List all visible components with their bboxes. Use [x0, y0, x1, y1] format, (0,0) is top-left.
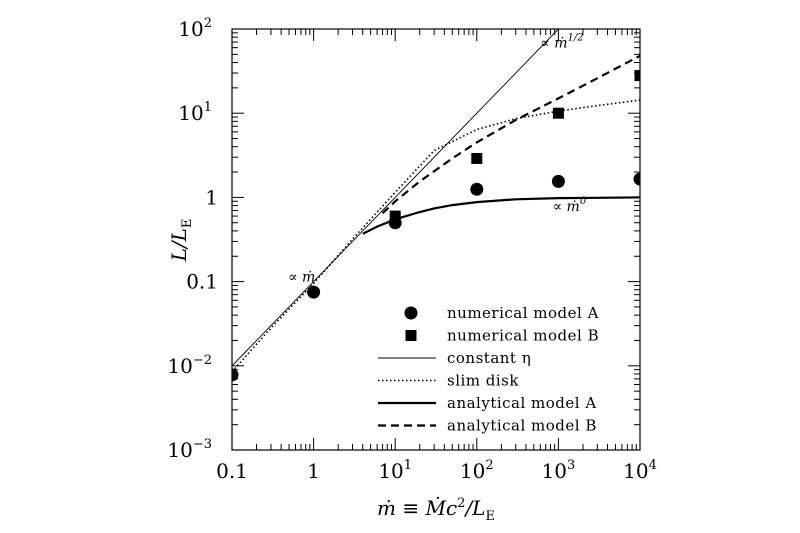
y-axis-title: L/LE	[167, 219, 195, 263]
x-tick-label: 103	[542, 458, 576, 483]
axis-tick-labels: 0.1 1 101 102 103 104 10−3 10−2 0.1 1 101 102	[167, 16, 656, 483]
legend-marker	[404, 306, 418, 320]
y-tick-label: 102	[178, 16, 212, 41]
series-numerical-model-a	[232, 172, 640, 382]
x-tick-label: 104	[623, 458, 657, 483]
data-point	[470, 182, 484, 196]
legend-item: slim disk	[378, 372, 519, 390]
legend-item: analytical model A	[378, 394, 597, 412]
series-analytical-model-a	[362, 196, 640, 235]
data-point	[389, 210, 401, 222]
series-line	[362, 196, 640, 235]
x-tick-label: 0.1	[216, 459, 248, 483]
series-line	[381, 54, 640, 214]
annotation-label: ∝ ṁ	[288, 270, 315, 286]
x-tick-label: 101	[378, 458, 412, 483]
legend-label: analytical model A	[447, 394, 597, 412]
series-line	[232, 29, 559, 367]
annotations: ∝ ṁ ∝ ṁ1/2 ∝ ṁ0	[288, 33, 587, 286]
series-analytical-model-b	[381, 54, 640, 214]
data-point	[471, 152, 483, 164]
x-axis-title-sup: 2	[457, 496, 465, 511]
legend-item: numerical model B	[405, 327, 599, 345]
series-line	[232, 99, 640, 373]
data-point	[232, 368, 239, 382]
legend: numerical model A numerical model B consta…	[378, 304, 599, 435]
legend-item: constant η	[378, 349, 531, 367]
x-tick-label: 1	[307, 459, 320, 483]
legend-marker	[405, 330, 417, 341]
y-tick-label: 1	[205, 185, 218, 209]
series-numerical-model-b	[389, 70, 640, 222]
plot-frame	[231, 28, 641, 451]
y-tick-label: 101	[178, 100, 212, 125]
data-point	[551, 174, 565, 188]
x-tick-label: 102	[460, 458, 494, 483]
y-tick-label: 10−3	[167, 437, 212, 462]
series-slim-disk	[232, 99, 640, 373]
y-axis-title-sub: E	[180, 219, 195, 229]
annotation-label: ∝ ṁ1/2	[540, 33, 583, 52]
y-axis-title-main: L/L	[167, 228, 191, 262]
data-point	[307, 285, 321, 299]
legend-item: analytical model B	[378, 417, 597, 435]
annotation-label: ∝ ṁ0	[553, 196, 587, 215]
data-series	[232, 29, 640, 382]
data-point	[633, 172, 640, 186]
series-constant-	[232, 29, 559, 367]
data-point	[634, 70, 640, 82]
x-axis-title: ṁ ≡ Ṁc2/LE	[377, 496, 495, 524]
y-tick-label: 10−2	[167, 353, 212, 378]
legend-label: numerical model B	[447, 327, 599, 345]
x-axis-title-sub: E	[485, 509, 495, 524]
data-point	[552, 107, 564, 119]
y-tick-label: 0.1	[186, 270, 218, 294]
axis-ticks	[231, 28, 641, 451]
legend-label: analytical model B	[447, 417, 597, 435]
legend-label: numerical model A	[447, 304, 599, 322]
legend-label: constant η	[447, 349, 531, 367]
legend-item: numerical model A	[404, 304, 599, 322]
x-axis-title-main: ṁ ≡ Ṁc	[377, 496, 457, 520]
x-axis-title-mid: /L	[463, 496, 485, 520]
legend-label: slim disk	[447, 372, 519, 390]
